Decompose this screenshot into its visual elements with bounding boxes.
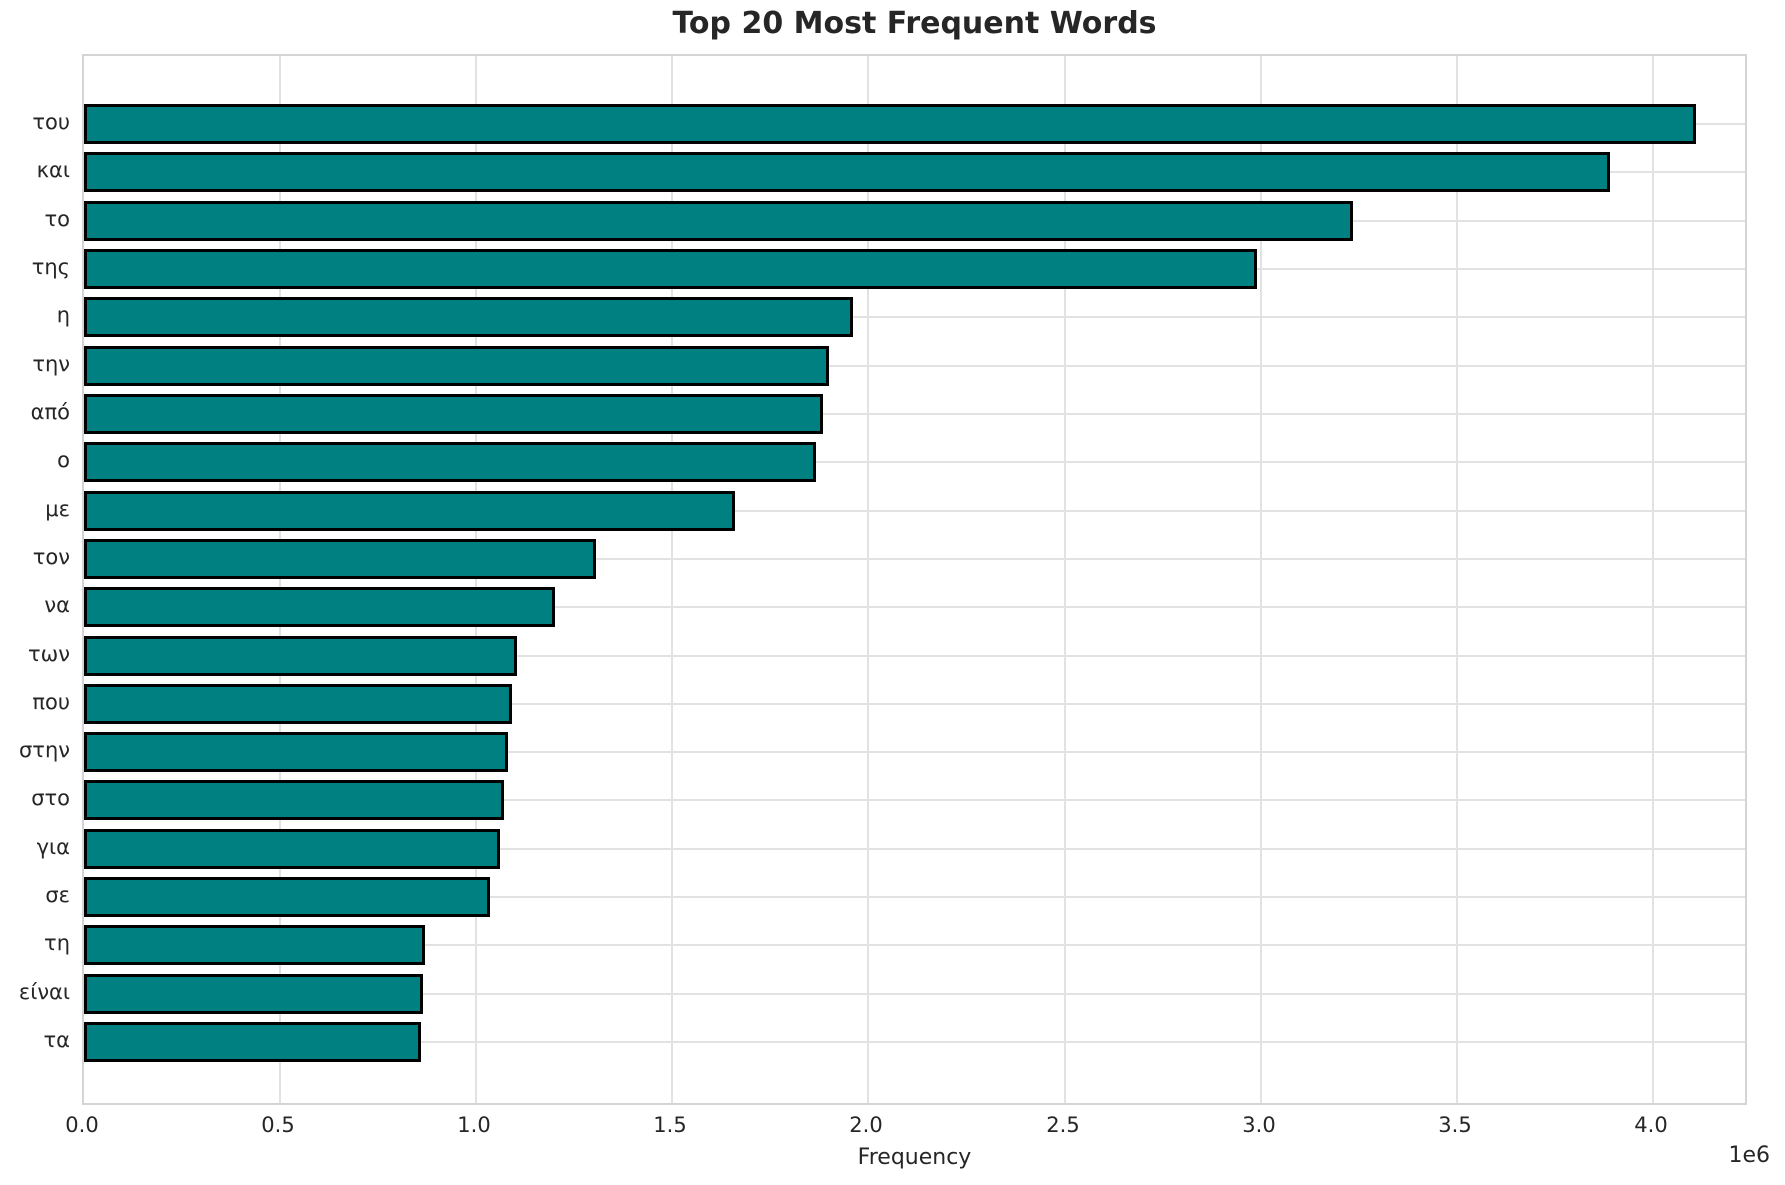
x-tick-label: 0.5 (261, 1113, 295, 1137)
gridline-horizontal (84, 655, 1745, 657)
gridline-horizontal (84, 461, 1745, 463)
x-tick-label: 4.0 (1634, 1113, 1668, 1137)
gridline-vertical (1456, 56, 1458, 1103)
gridline-vertical (671, 56, 673, 1103)
y-tick-label-και: και (36, 158, 70, 182)
x-tick-label: 3.5 (1438, 1113, 1472, 1137)
bar-των (84, 636, 517, 676)
y-tick-label-την: την (32, 352, 70, 376)
gridline-vertical (1260, 56, 1262, 1103)
x-axis-title: Frequency (857, 1145, 972, 1170)
y-tick-label-που: που (32, 690, 70, 714)
y-tick-label-ο: ο (57, 448, 70, 472)
bar-είναι (84, 974, 423, 1014)
plot-area (82, 54, 1747, 1105)
y-tick-label-σε: σε (45, 883, 70, 907)
y-tick-label-τον: τον (32, 545, 70, 569)
bar-και (84, 152, 1610, 192)
gridline-vertical (475, 56, 477, 1103)
bar-η (84, 297, 853, 337)
y-tick-label-η: η (56, 303, 70, 327)
bar-με (84, 491, 735, 531)
y-tick-label-τη: τη (44, 931, 70, 955)
y-tick-label-των: των (28, 642, 70, 666)
gridline-horizontal (84, 316, 1745, 318)
y-tick-label-με: με (45, 497, 70, 521)
gridline-horizontal (84, 510, 1745, 512)
bar-να (84, 587, 555, 627)
bar-την (84, 346, 829, 386)
gridline-horizontal (84, 606, 1745, 608)
bar-στο (84, 780, 504, 820)
x-tick-label: 2.5 (1046, 1113, 1080, 1137)
gridline-horizontal (84, 799, 1745, 801)
bar-που (84, 684, 512, 724)
gridline-horizontal (84, 558, 1745, 560)
bar-για (84, 829, 500, 869)
bar-ο (84, 442, 816, 482)
x-tick-label: 1.5 (653, 1113, 687, 1137)
bar-τη (84, 925, 425, 965)
y-tick-label-στο: στο (31, 786, 70, 810)
gridline-horizontal (84, 413, 1745, 415)
gridline-vertical (867, 56, 869, 1103)
axis-offset-label: 1e6 (1728, 1143, 1770, 1168)
gridline-horizontal (84, 848, 1745, 850)
x-tick-label: 2.0 (849, 1113, 883, 1137)
gridline-vertical (1652, 56, 1654, 1103)
gridline-horizontal (84, 896, 1745, 898)
y-tick-label-να: να (44, 593, 70, 617)
gridline-horizontal (84, 993, 1745, 995)
gridline-vertical (279, 56, 281, 1103)
y-tick-label-τα: τα (43, 1028, 71, 1052)
y-tick-label-το: το (44, 207, 71, 231)
x-tick-label: 1.0 (457, 1113, 491, 1137)
y-tick-label-του: του (32, 110, 70, 134)
y-tick-label-στην: στην (19, 738, 70, 762)
bar-τα (84, 1022, 421, 1062)
gridline-horizontal (84, 365, 1745, 367)
chart-title: Top 20 Most Frequent Words (672, 6, 1157, 41)
y-tick-label-της: της (31, 255, 70, 279)
x-tick-label: 0.0 (65, 1113, 99, 1137)
bar-σε (84, 877, 490, 917)
bar-από (84, 394, 823, 434)
bar-τον (84, 539, 596, 579)
x-tick-label: 3.0 (1242, 1113, 1276, 1137)
bar-στην (84, 732, 508, 772)
y-tick-label-από: από (30, 400, 70, 424)
gridline-horizontal (84, 751, 1745, 753)
bar-του (84, 104, 1696, 144)
bar-το (84, 201, 1353, 241)
y-tick-label-για: για (36, 835, 70, 859)
gridline-horizontal (84, 944, 1745, 946)
y-tick-label-είναι: είναι (18, 980, 70, 1004)
gridline-horizontal (84, 1041, 1745, 1043)
gridline-horizontal (84, 703, 1745, 705)
bar-της (84, 249, 1257, 289)
gridline-vertical (1064, 56, 1066, 1103)
